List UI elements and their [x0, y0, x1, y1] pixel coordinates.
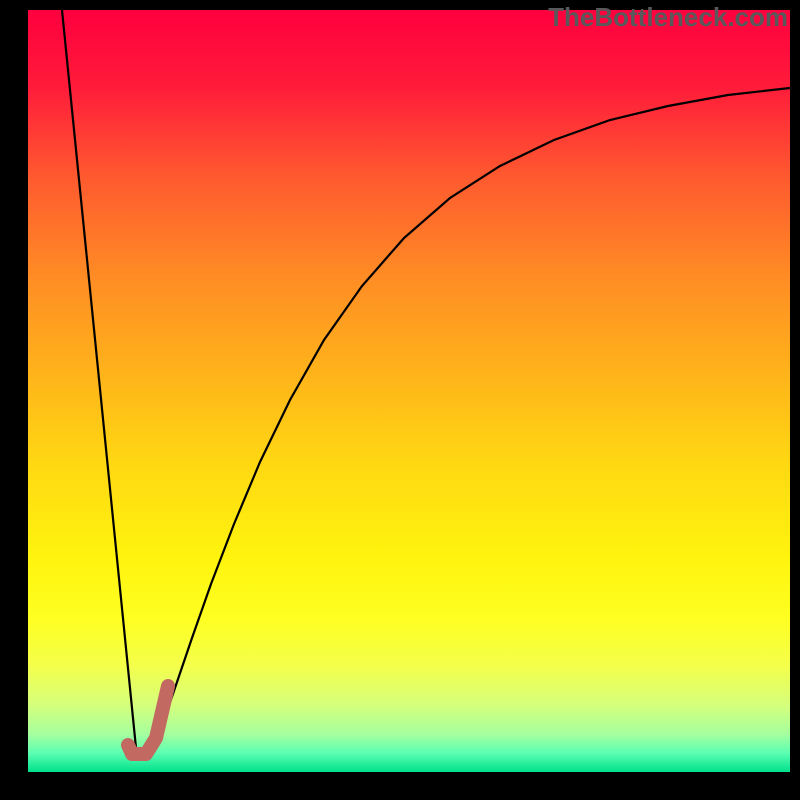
chart-frame: TheBottleneck.com: [0, 0, 800, 800]
curve-layer: [28, 10, 790, 772]
watermark-text: TheBottleneck.com: [548, 2, 788, 33]
plot-area: [28, 10, 790, 772]
right-curve: [152, 88, 790, 754]
left-curve: [62, 10, 136, 748]
